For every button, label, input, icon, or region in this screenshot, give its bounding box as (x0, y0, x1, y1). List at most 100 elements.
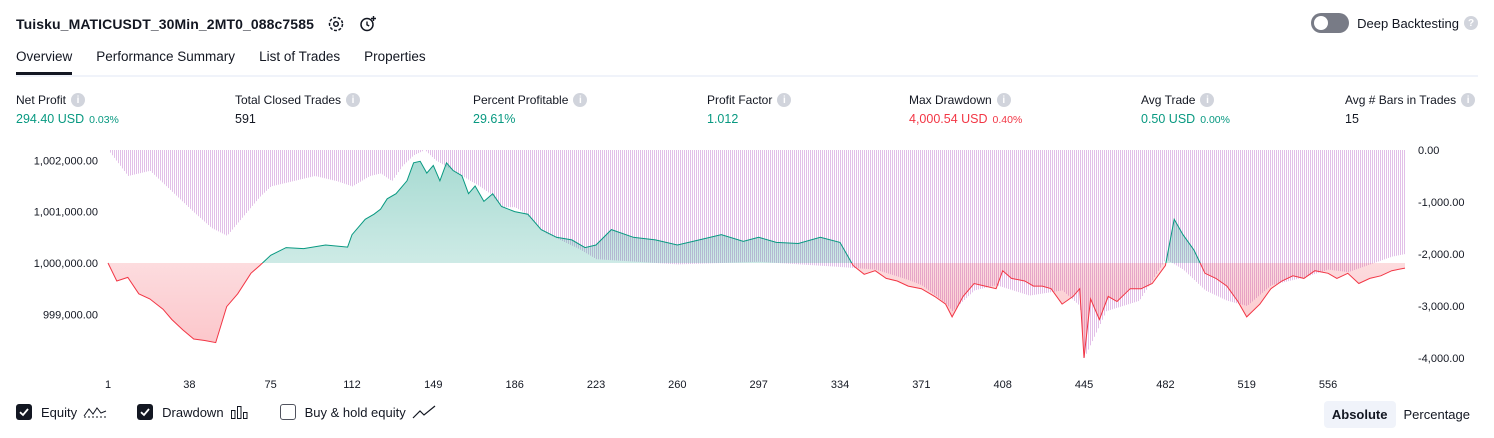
drawdown-bar (516, 150, 517, 208)
help-question-icon[interactable]: ? (1464, 16, 1478, 30)
drawdown-bar (1358, 150, 1359, 269)
drawdown-bar (328, 150, 329, 180)
info-icon[interactable]: i (346, 93, 361, 107)
info-icon[interactable]: i (996, 93, 1011, 107)
drawdown-bar (1160, 150, 1161, 268)
buy-hold-checkbox[interactable] (279, 404, 296, 420)
drawdown-bar (1028, 150, 1029, 296)
drawdown-bar (976, 150, 977, 290)
drawdown-bar (774, 150, 775, 263)
drawdown-bar (1340, 150, 1341, 272)
info-icon[interactable]: i (777, 93, 792, 107)
drawdown-bar (1232, 150, 1233, 303)
drawdown-bar (966, 150, 967, 299)
settings-gear-icon[interactable] (326, 14, 346, 34)
drawdown-bar (942, 150, 943, 301)
drawdown-bar (1308, 150, 1309, 277)
drawdown-bar (1298, 150, 1299, 279)
drawdown-bar (910, 150, 911, 281)
drawdown-bar (652, 150, 653, 263)
drawdown-bar (1206, 150, 1207, 291)
info-icon[interactable]: i (71, 93, 86, 107)
legend-buy-hold[interactable]: Buy & hold equity (279, 404, 436, 420)
drawdown-bar (836, 150, 837, 267)
tab-performance-summary[interactable]: Performance Summary (96, 49, 236, 64)
drawdown-bar (826, 150, 827, 267)
legend-drawdown[interactable]: Drawdown (137, 404, 249, 420)
chart-legend: Equity Drawdown Buy & hold equity (16, 404, 466, 420)
drawdown-bar (304, 150, 305, 179)
deep-backtesting-toggle[interactable] (1311, 13, 1350, 33)
tab-list-of-trades[interactable]: List of Trades (259, 49, 341, 64)
drawdown-bar (1110, 150, 1111, 310)
legend-equity[interactable]: Equity (16, 404, 107, 420)
drawdown-bar (678, 150, 679, 265)
drawdown-bar (1154, 150, 1155, 278)
drawdown-bar (466, 150, 467, 179)
drawdown-bar (834, 150, 835, 267)
drawdown-bar (1404, 150, 1405, 255)
metric-label: Total Closed Trades (235, 93, 342, 107)
drawdown-bar (306, 150, 307, 179)
drawdown-bar (1326, 150, 1327, 271)
add-alert-clock-icon[interactable] (358, 14, 378, 34)
info-icon[interactable]: i (573, 93, 588, 107)
drawdown-bar (944, 150, 945, 303)
drawdown-bar (214, 150, 215, 230)
drawdown-bar (148, 150, 149, 172)
drawdown-bar (696, 150, 697, 264)
percentage-button[interactable]: Percentage (1403, 407, 1471, 422)
absolute-button[interactable]: Absolute (1323, 401, 1396, 428)
drawdown-bar (372, 150, 373, 176)
drawdown-bar (1184, 150, 1185, 271)
drawdown-bar (666, 150, 667, 264)
drawdown-checkbox[interactable] (137, 404, 154, 420)
drawdown-bar (234, 150, 235, 228)
drawdown-bar (1090, 150, 1091, 346)
drawdown-bar (912, 150, 913, 282)
drawdown-bar (380, 150, 381, 174)
drawdown-bar (348, 150, 349, 186)
drawdown-bar (796, 150, 797, 265)
drawdown-bar (1140, 150, 1141, 300)
drawdown-bar (388, 150, 389, 179)
info-icon[interactable]: i (1200, 93, 1215, 107)
drawdown-bar (656, 150, 657, 264)
drawdown-bar (716, 150, 717, 264)
drawdown-bar (1020, 150, 1021, 293)
drawdown-bar (948, 150, 949, 307)
drawdown-bar (876, 150, 877, 270)
drawdown-bar (706, 150, 707, 264)
drawdown-bar (538, 150, 539, 227)
drawdown-bar (1156, 150, 1157, 274)
drawdown-bar (1114, 150, 1115, 309)
drawdown-bar (728, 150, 729, 263)
drawdown-bar (1364, 150, 1365, 267)
drawdown-bar (1306, 150, 1307, 277)
tab-properties[interactable]: Properties (364, 49, 426, 64)
y-right-tick-label: -1,000.00 (1418, 197, 1464, 209)
drawdown-bar (888, 150, 889, 274)
drawdown-bar (816, 150, 817, 266)
drawdown-bar (782, 150, 783, 264)
drawdown-bar (1244, 150, 1245, 306)
tab-overview[interactable]: Overview (16, 44, 73, 75)
drawdown-bar (444, 150, 445, 166)
drawdown-bar (1302, 150, 1303, 278)
drawdown-bar (1210, 150, 1211, 293)
drawdown-bar (502, 150, 503, 208)
drawdown-bar (202, 150, 203, 220)
metric-label: Max Drawdown (909, 93, 992, 107)
equity-profit-area (262, 161, 1201, 263)
drawdown-bar (832, 150, 833, 267)
drawdown-bar (870, 150, 871, 270)
equity-chart[interactable]: 1,002,000.00 1,001,000.00 1,000,000.00 999,… (0, 140, 1494, 396)
drawdown-bar (896, 150, 897, 277)
drawdown-bar (470, 150, 471, 181)
drawdown-bar (1280, 150, 1281, 284)
drawdown-bar (654, 150, 655, 263)
metric-value: 29.61% (473, 112, 516, 126)
drawdown-bar (528, 150, 529, 217)
equity-checkbox[interactable] (16, 404, 32, 420)
info-icon[interactable]: i (1461, 93, 1476, 107)
